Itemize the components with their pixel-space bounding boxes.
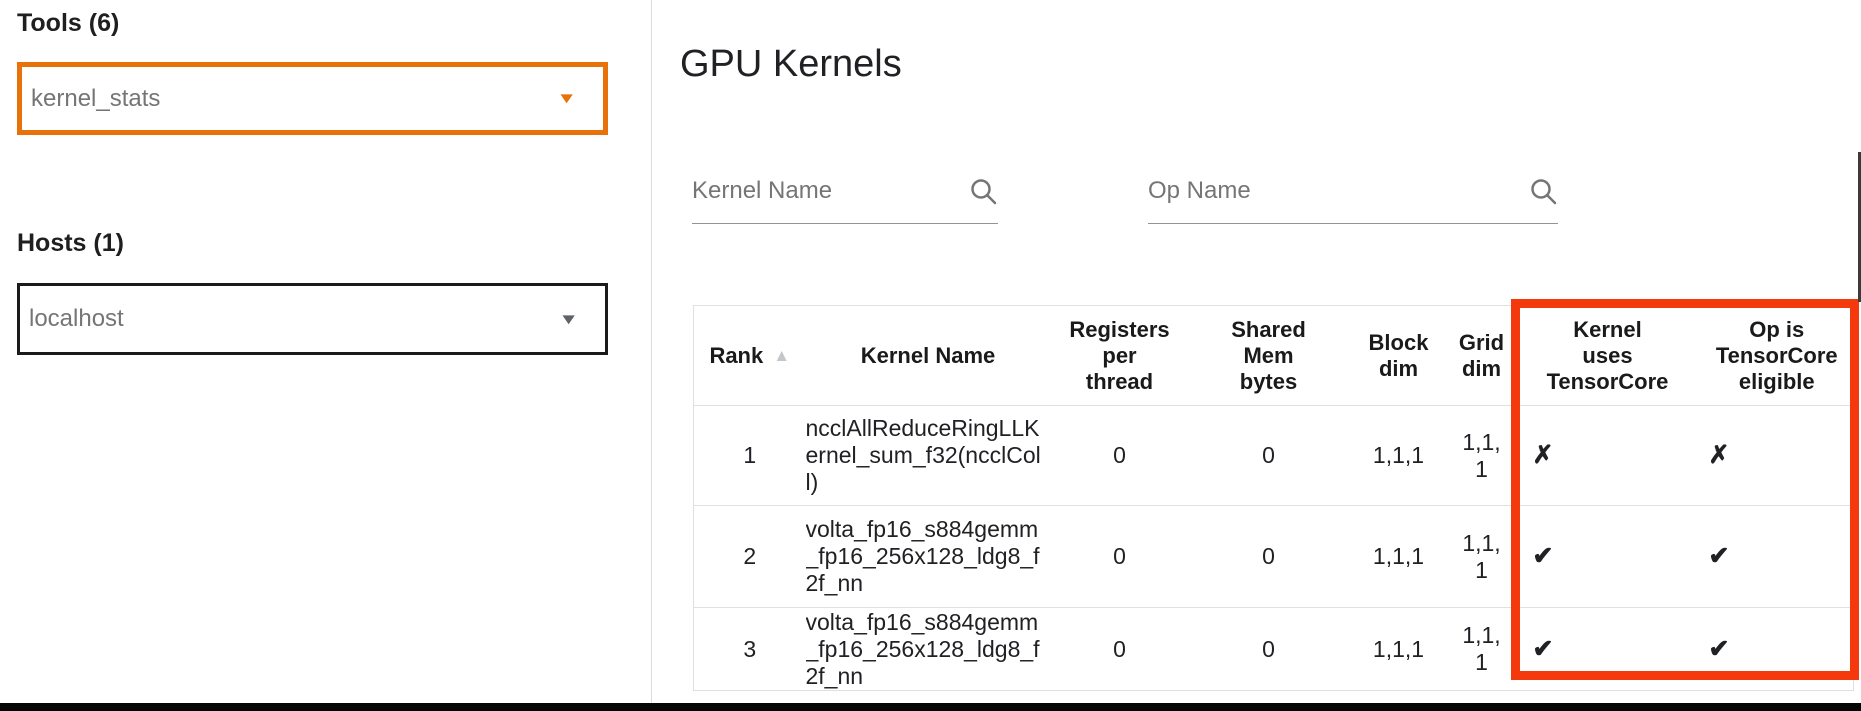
- table-header-row: Rank ▲ Kernel Name Registers per thread Shar…: [693, 305, 1854, 406]
- kernel-name-filter: [692, 158, 998, 224]
- cell-rank: 2: [743, 543, 757, 569]
- cell-registers-per-thread: 0: [1113, 635, 1126, 662]
- cell-kernel-name: volta_fp16_s884gemm_fp16_256x128_ldg8_f2…: [805, 516, 1040, 596]
- search-icon: [971, 178, 997, 204]
- op-name-search-input[interactable]: [1148, 176, 1520, 205]
- tools-label: Tools (6): [17, 9, 120, 37]
- hosts-label: Hosts (1): [17, 229, 124, 257]
- tools-select[interactable]: kernel_stats ▼: [17, 62, 608, 135]
- cell-kernel-uses-tensorcore: ✗: [1532, 441, 1554, 469]
- table-row[interactable]: 1 ncclAllReduceRingLLKernel_sum_f32(ncclC…: [693, 405, 1854, 506]
- hosts-select-value: localhost: [29, 305, 124, 332]
- kernel-name-search-input[interactable]: [692, 176, 960, 205]
- cell-kernel-name: ncclAllReduceRingLLKernel_sum_f32(ncclCo…: [805, 415, 1041, 495]
- cell-kernel-uses-tensorcore: ✔: [1532, 634, 1554, 663]
- caret-down-icon: ▼: [556, 90, 577, 107]
- cell-rank: 1: [743, 442, 757, 468]
- column-header-kernel-uses-tensorcore[interactable]: Kernel uses TensorCore: [1515, 306, 1701, 406]
- column-header-label: Block dim: [1368, 329, 1429, 381]
- sort-ascending-icon: ▲: [773, 345, 791, 365]
- cell-grid-dim: 1,1,1: [1462, 622, 1501, 675]
- cell-block-dim: 1,1,1: [1372, 635, 1425, 662]
- cell-shared-mem-bytes: 0: [1262, 543, 1275, 569]
- cell-shared-mem-bytes: 0: [1262, 635, 1275, 662]
- column-header-label: Kernel Name: [860, 342, 996, 368]
- table-row[interactable]: 3 volta_fp16_s884gemm_fp16_256x128_ldg8_f…: [693, 607, 1854, 691]
- table-body: 1 ncclAllReduceRingLLKernel_sum_f32(ncclC…: [693, 405, 1854, 691]
- column-header-label: Registers per thread: [1069, 316, 1170, 394]
- bottom-border: [0, 703, 1861, 711]
- column-header-rank[interactable]: Rank ▲: [694, 306, 806, 406]
- tools-select-value: kernel_stats: [31, 84, 161, 112]
- column-header-label: Grid dim: [1458, 329, 1505, 381]
- page-title: GPU Kernels: [680, 43, 902, 85]
- column-header-grid-dim[interactable]: Grid dim: [1449, 306, 1515, 406]
- caret-down-icon: ▼: [558, 310, 579, 328]
- cell-grid-dim: 1,1,1: [1462, 428, 1501, 482]
- cell-op-tensorcore-eligible: ✔: [1708, 634, 1730, 663]
- cell-rank: 3: [743, 635, 757, 662]
- cell-block-dim: 1,1,1: [1372, 442, 1425, 468]
- column-header-kernel-name[interactable]: Kernel Name: [806, 306, 1051, 406]
- cell-shared-mem-bytes: 0: [1262, 442, 1275, 468]
- search-icon: [1531, 178, 1557, 204]
- op-name-filter: [1148, 158, 1558, 224]
- column-header-block-dim[interactable]: Block dim: [1349, 306, 1449, 406]
- column-header-label: Kernel uses TensorCore: [1546, 316, 1669, 394]
- column-header-label: Rank: [709, 342, 764, 368]
- gpu-kernels-table-wrap: Rank ▲ Kernel Name Registers per thread Shar…: [693, 305, 1854, 691]
- cell-kernel-name: volta_fp16_s884gemm_fp16_256x128_ldg8_f2…: [805, 608, 1040, 689]
- column-header-registers-per-thread[interactable]: Registers per thread: [1051, 306, 1189, 406]
- cell-registers-per-thread: 0: [1113, 442, 1126, 468]
- cell-block-dim: 1,1,1: [1372, 543, 1425, 569]
- cell-op-tensorcore-eligible: ✔: [1708, 542, 1730, 570]
- sidebar: Tools (6) kernel_stats ▼ Hosts (1) local…: [0, 0, 652, 703]
- scrollbar-thumb[interactable]: [1858, 152, 1861, 302]
- column-header-op-tensorcore-eligible[interactable]: Op is TensorCore eligible: [1701, 306, 1854, 406]
- hosts-select[interactable]: localhost ▼: [17, 283, 608, 355]
- cell-kernel-uses-tensorcore: ✔: [1532, 542, 1554, 570]
- main-panel: GPU Kernels Rank ▲ Kernel Name Registers pe…: [653, 0, 1861, 703]
- cell-registers-per-thread: 0: [1113, 543, 1126, 569]
- cell-op-tensorcore-eligible: ✗: [1708, 441, 1730, 469]
- cell-grid-dim: 1,1,1: [1462, 529, 1501, 583]
- column-header-label: Shared Mem bytes: [1231, 316, 1306, 394]
- table-row[interactable]: 2 volta_fp16_s884gemm_fp16_256x128_ldg8_f…: [693, 505, 1854, 608]
- column-header-label: Op is TensorCore eligible: [1715, 316, 1838, 394]
- column-header-shared-mem-bytes[interactable]: Shared Mem bytes: [1189, 306, 1349, 406]
- gpu-kernels-table: Rank ▲ Kernel Name Registers per thread Shar…: [693, 305, 1854, 691]
